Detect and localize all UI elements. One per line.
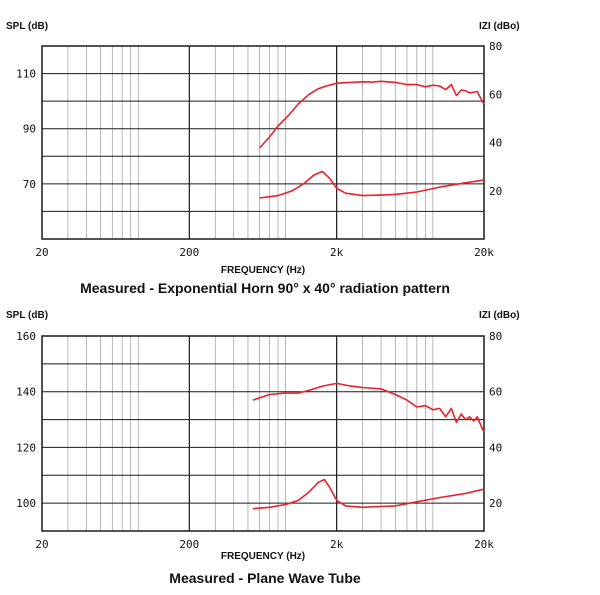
left-axis-unit-label: SPL (dB) bbox=[6, 21, 48, 32]
left-y-tick-label: 90 bbox=[23, 123, 36, 136]
left-axis-unit-label: SPL (dB) bbox=[6, 310, 48, 321]
spl-curve bbox=[252, 382, 485, 433]
plot-frame bbox=[41, 45, 485, 240]
right-axis-unit-label: IZI (dBo) bbox=[479, 310, 520, 321]
right-y-tick-label: 80 bbox=[489, 330, 502, 343]
x-tick-label: 20 bbox=[35, 538, 48, 551]
right-y-tick-label: 60 bbox=[489, 386, 502, 399]
right-y-tick-label: 80 bbox=[489, 40, 502, 53]
plot-frame bbox=[41, 335, 485, 532]
x-tick-label: 20k bbox=[474, 246, 494, 259]
x-tick-label: 20 bbox=[35, 246, 48, 259]
spl-curve bbox=[259, 80, 485, 149]
left-y-tick-label: 110 bbox=[16, 68, 36, 81]
x-tick-label: 20k bbox=[474, 538, 494, 551]
left-y-tick-label: 70 bbox=[23, 178, 36, 191]
right-y-tick-label: 20 bbox=[489, 497, 502, 510]
left-y-tick-label: 160 bbox=[16, 330, 36, 343]
right-y-tick-label: 20 bbox=[489, 185, 502, 198]
exponential-horn-chart: SPL (dB) IZI (dBo) 70 90 110 20 40 60 80 20 200 2k 2… bbox=[6, 21, 520, 296]
left-y-tick-label: 120 bbox=[16, 441, 36, 454]
plane-wave-tube-chart: SPL (dB) IZI (dBo) 100 120 140 160 20 40 60 80 20 2… bbox=[6, 310, 520, 586]
chart-caption: Measured - Plane Wave Tube bbox=[169, 570, 361, 586]
impedance-curve bbox=[259, 170, 485, 199]
x-tick-label: 2k bbox=[330, 246, 344, 259]
right-y-tick-label: 40 bbox=[489, 137, 502, 150]
x-axis-label: FREQUENCY (Hz) bbox=[221, 265, 305, 276]
x-tick-label: 200 bbox=[179, 538, 199, 551]
right-axis-unit-label: IZI (dBo) bbox=[479, 21, 520, 32]
left-y-tick-label: 100 bbox=[16, 497, 36, 510]
x-axis-label: FREQUENCY (Hz) bbox=[221, 551, 305, 562]
right-y-tick-label: 60 bbox=[489, 88, 502, 101]
right-y-tick-label: 40 bbox=[489, 441, 502, 454]
x-tick-label: 200 bbox=[179, 246, 199, 259]
chart-caption: Measured - Exponential Horn 90° x 40° ra… bbox=[80, 280, 450, 296]
left-y-tick-label: 140 bbox=[16, 386, 36, 399]
x-tick-label: 2k bbox=[330, 538, 344, 551]
impedance-curve bbox=[252, 478, 485, 510]
